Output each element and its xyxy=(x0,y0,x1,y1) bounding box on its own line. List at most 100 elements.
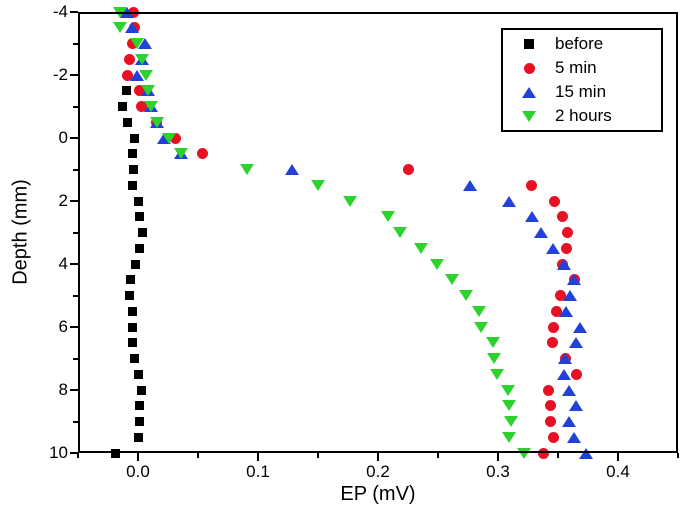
data-point-square xyxy=(126,275,136,285)
data-point-circle xyxy=(570,368,582,380)
data-point-triangle-up xyxy=(561,384,576,396)
data-point-triangle-down xyxy=(489,368,504,380)
y-major-tick xyxy=(70,263,78,265)
data-point-triangle-down xyxy=(486,337,501,349)
data-point-square xyxy=(134,243,144,253)
data-point-triangle-down xyxy=(113,22,127,34)
x-major-tick xyxy=(257,453,259,461)
data-point-circle xyxy=(547,321,559,333)
data-point-triangle-up xyxy=(463,179,478,191)
data-point-circle xyxy=(557,211,569,223)
y-major-tick xyxy=(70,11,78,13)
data-point-circle xyxy=(547,431,559,443)
data-point-circle xyxy=(548,195,560,207)
data-point-square xyxy=(110,448,120,458)
y-major-tick xyxy=(70,200,78,202)
y-minor-tick xyxy=(73,168,78,171)
x-tick-label: 0.0 xyxy=(126,462,150,481)
data-point-circle xyxy=(124,53,136,65)
data-point-triangle-down xyxy=(240,164,255,175)
x-minor-tick xyxy=(197,453,199,458)
circle-glyph xyxy=(523,62,535,74)
data-point-triangle-up xyxy=(563,290,577,301)
data-point-triangle-down xyxy=(429,258,444,270)
y-minor-tick xyxy=(73,231,78,234)
legend-entry: 2 hours xyxy=(503,104,661,128)
data-point-circle xyxy=(136,101,148,112)
data-point-square xyxy=(127,149,137,159)
data-point-square xyxy=(122,117,132,127)
data-point-triangle-up xyxy=(572,321,587,333)
data-point-circle xyxy=(562,227,574,238)
data-point-triangle-up xyxy=(501,195,516,207)
y-minor-tick xyxy=(73,105,78,108)
data-point-triangle-down xyxy=(392,227,407,238)
data-point-triangle-down xyxy=(487,353,502,364)
x-axis-title: EP (mV) xyxy=(340,483,416,505)
data-point-triangle-up xyxy=(284,164,299,175)
square-icon xyxy=(503,39,555,49)
y-minor-tick xyxy=(73,42,78,45)
data-point-triangle-down xyxy=(144,101,159,112)
data-point-square xyxy=(133,369,143,379)
data-point-circle xyxy=(546,337,558,349)
y-tick-label: 10 xyxy=(49,443,68,462)
data-point-square xyxy=(133,432,143,442)
data-point-triangle-down xyxy=(458,290,473,301)
legend-label: 2 hours xyxy=(555,106,612,125)
data-point-circle xyxy=(554,290,566,301)
legend-label: 5 min xyxy=(555,58,597,77)
y-major-tick xyxy=(70,389,78,391)
data-point-triangle-up xyxy=(561,416,576,427)
triangle-up-icon xyxy=(503,86,555,98)
data-point-triangle-down xyxy=(380,211,395,223)
x-tick-label: 0.3 xyxy=(486,462,510,481)
circle-icon xyxy=(503,62,555,74)
y-minor-tick xyxy=(73,420,78,423)
data-point-square xyxy=(129,133,139,143)
y-tick-label: 2 xyxy=(58,191,68,210)
x-minor-tick xyxy=(77,453,79,458)
x-minor-tick xyxy=(317,453,319,458)
data-point-triangle-up xyxy=(546,242,561,254)
y-major-tick xyxy=(70,74,78,76)
data-point-circle xyxy=(133,85,145,97)
x-tick-label: 0.1 xyxy=(246,462,270,481)
data-point-triangle-up xyxy=(524,211,539,223)
legend-entry: 5 min xyxy=(503,56,661,80)
y-tick-label: -4 xyxy=(52,2,68,21)
data-point-triangle-up xyxy=(566,431,581,443)
x-minor-tick xyxy=(557,453,559,458)
data-point-triangle-up xyxy=(559,305,574,317)
data-point-circle xyxy=(545,400,557,412)
data-point-square xyxy=(125,291,135,300)
data-point-triangle-up xyxy=(566,274,581,286)
data-point-triangle-up xyxy=(569,337,583,349)
data-point-triangle-down xyxy=(343,195,358,207)
data-point-triangle-up xyxy=(569,400,583,412)
data-point-triangle-down xyxy=(134,53,149,65)
data-point-circle xyxy=(526,179,538,191)
data-point-triangle-down xyxy=(445,274,460,286)
data-point-triangle-down xyxy=(129,38,144,49)
legend-entry: 15 min xyxy=(503,80,661,104)
data-point-triangle-down xyxy=(140,85,155,97)
y-minor-tick xyxy=(73,357,78,360)
data-point-triangle-down xyxy=(414,242,429,254)
triangle-up-glyph xyxy=(522,86,536,98)
data-point-circle xyxy=(402,164,414,175)
legend-entry: before xyxy=(503,32,661,56)
data-point-circle xyxy=(542,384,554,396)
data-point-triangle-down xyxy=(501,400,516,412)
data-point-square xyxy=(127,338,137,348)
data-point-triangle-down xyxy=(500,384,515,396)
x-tick-label: 0.4 xyxy=(606,462,630,481)
data-point-triangle-up xyxy=(534,227,549,238)
data-point-triangle-up xyxy=(578,447,593,459)
data-point-square xyxy=(133,196,143,206)
y-tick-label: 4 xyxy=(58,254,68,273)
data-point-triangle-up xyxy=(138,38,153,49)
data-point-square xyxy=(128,165,138,174)
data-point-square xyxy=(134,401,144,411)
